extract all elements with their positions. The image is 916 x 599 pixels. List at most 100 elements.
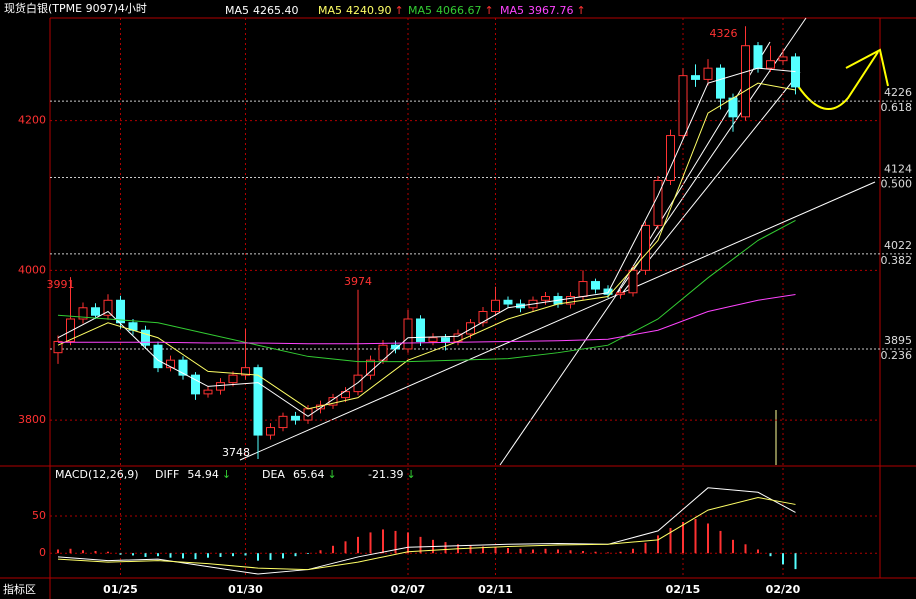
candle-body (203, 389, 213, 395)
legend-name: DEA (262, 468, 285, 481)
legend-entry: MA5 4265.40 (225, 4, 299, 17)
hist-value: -21.39 (368, 468, 403, 481)
macd-bar (569, 550, 572, 554)
fib-price: 4022 (884, 239, 912, 252)
macd-bar (94, 550, 97, 554)
ma-line (58, 293, 796, 345)
macd-bar (294, 553, 297, 557)
price-annotation: 3974 (344, 275, 372, 288)
candle-body (416, 318, 425, 342)
candle-body (466, 322, 475, 335)
fib-ratio: 0.236 (881, 349, 913, 362)
candle-body (91, 307, 100, 316)
macd-bar (757, 549, 759, 554)
candle-body (491, 299, 500, 313)
macd-bar (744, 544, 747, 554)
macd-bar (332, 545, 334, 554)
price-annotation: 3991 (47, 278, 75, 291)
candle-body (766, 60, 775, 69)
legend-entry: MA5 4066.67 ↑ (408, 4, 494, 17)
hist-legend: -21.39 ↓ (368, 468, 416, 481)
legend-name: MA5 (408, 4, 432, 17)
legend-name: MA5 (500, 4, 524, 17)
macd-bar (282, 553, 284, 559)
macd-bar (369, 532, 372, 554)
macd-bar (594, 551, 597, 554)
legend-entry: MA5 3967.76 ↑ (500, 4, 586, 17)
ma-line (57, 219, 796, 363)
macd-bar (194, 553, 197, 560)
indicator-tab[interactable]: 指标区 (3, 582, 36, 596)
candle-body (778, 56, 788, 62)
macd-bar (694, 519, 697, 554)
candle-body (578, 281, 588, 298)
candle-body (441, 337, 450, 342)
y-tick-label: 3800 (18, 413, 46, 426)
macd-bar (382, 529, 384, 554)
candle-body (478, 311, 488, 324)
candle-body (716, 67, 725, 99)
x-tick-label: 02/07 (391, 583, 426, 596)
trendline (239, 181, 876, 461)
x-tick-label: 01/25 (103, 583, 138, 596)
forecast-arrow (797, 48, 889, 110)
macd-bar (132, 553, 134, 556)
macd-bar (732, 539, 734, 554)
legend-value: 3967.76 (528, 4, 574, 17)
candle-body (228, 374, 238, 384)
candle-body (253, 367, 263, 436)
macd-bar (232, 553, 234, 557)
ma-line (57, 67, 796, 417)
macd-bar (507, 548, 509, 554)
macd-legend: MACD(12,26,9) (55, 468, 139, 481)
macd-bar (144, 553, 147, 557)
macd-bar (307, 553, 309, 554)
macd-bar (782, 553, 784, 565)
candle-body (616, 292, 625, 295)
macd-bar (582, 550, 584, 554)
macd-bar (419, 536, 422, 554)
trendline (499, 17, 807, 466)
macd-bar (482, 546, 484, 554)
candle-body (741, 45, 750, 118)
fib-price: 4124 (884, 162, 912, 175)
candle-body (103, 299, 113, 316)
legend-value: 65.64 (293, 468, 325, 481)
chart-title: 现货白银(TPME 9097)4小时 (4, 1, 147, 15)
macd-bar (707, 523, 709, 554)
macd-bar (207, 553, 209, 558)
macd-bar (494, 547, 497, 554)
macd-bar (407, 532, 409, 554)
candle-body (678, 75, 688, 137)
macd-bar (257, 553, 259, 561)
y-tick-label: 4000 (18, 263, 46, 276)
candle-body (353, 374, 363, 393)
legend-value: 54.94 (187, 468, 219, 481)
legend-name: MA5 (225, 4, 249, 17)
macd-bar (244, 553, 247, 556)
macd-bar (632, 548, 634, 554)
macd-bar (107, 551, 109, 554)
macd-bar (357, 536, 359, 554)
candle-body (153, 344, 163, 369)
macd-bar (769, 553, 772, 557)
fib-price: 3895 (884, 334, 912, 347)
y-tick-label: 50 (32, 509, 46, 522)
ma-line (57, 82, 796, 410)
candle-body (141, 329, 150, 346)
macd-bar (269, 553, 272, 560)
macd-bar (644, 542, 647, 554)
candle-body (753, 45, 763, 69)
macd-bar (794, 553, 797, 570)
candle-body (366, 359, 375, 376)
fib-ratio: 0.618 (881, 101, 913, 114)
candle-body (791, 56, 800, 88)
candle-body (703, 67, 713, 80)
macd-bar (169, 553, 172, 558)
fib-price: 4226 (884, 86, 912, 99)
legend-arrow: ↓ (327, 468, 336, 481)
legend-arrow: ↑ (395, 4, 404, 17)
legend-arrow: ↑ (577, 4, 586, 17)
